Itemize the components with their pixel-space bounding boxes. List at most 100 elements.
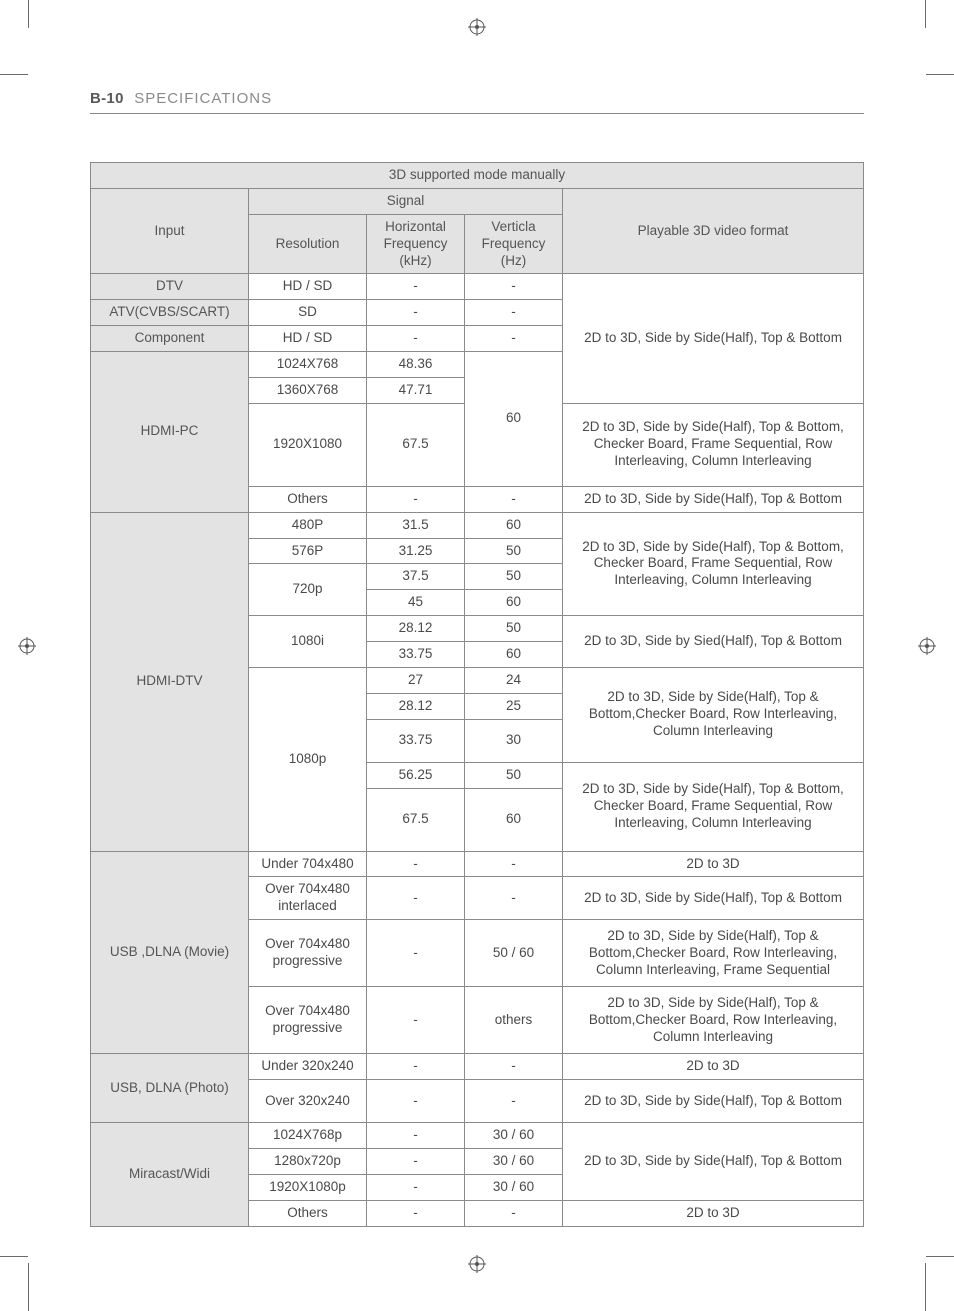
cell: - <box>367 987 465 1054</box>
cell: 56.25 <box>367 762 465 788</box>
cell: 1920X1080 <box>249 403 367 486</box>
cell: 50 <box>465 564 563 590</box>
cell: Under 320x240 <box>249 1054 367 1080</box>
cell-format: 2D to 3D, Side by Side(Half), Top & Bott… <box>563 1080 864 1123</box>
cell: 28.12 <box>367 693 465 719</box>
cell: 25 <box>465 693 563 719</box>
cell: HD / SD <box>249 326 367 352</box>
cell: 31.25 <box>367 538 465 564</box>
cell: Over 704x480 progressive <box>249 920 367 987</box>
cell: 30 <box>465 719 563 762</box>
cell: 50 <box>465 762 563 788</box>
cell: 50 <box>465 616 563 642</box>
row-hdmi-dtv: HDMI-DTV <box>91 512 249 851</box>
cell: - <box>465 486 563 512</box>
cell-format: 2D to 3D, Side by Sied(Half), Top & Bott… <box>563 616 864 668</box>
cell: 27 <box>367 667 465 693</box>
cell: 1024X768p <box>249 1123 367 1149</box>
cell: 67.5 <box>367 403 465 486</box>
cell: 48.36 <box>367 352 465 378</box>
section-title: SPECIFICATIONS <box>134 90 272 107</box>
cell: Over 704x480 interlaced <box>249 877 367 920</box>
cell: 30 / 60 <box>465 1174 563 1200</box>
cell: 1280x720p <box>249 1148 367 1174</box>
cell: Under 704x480 <box>249 851 367 877</box>
cell: Over 320x240 <box>249 1080 367 1123</box>
cell-format: 2D to 3D, Side by Side(Half), Top & Bott… <box>563 762 864 851</box>
row-usb-photo: USB, DLNA (Photo) <box>91 1054 249 1123</box>
cell: 1080p <box>249 667 367 851</box>
row-component: Component <box>91 326 249 352</box>
cell: - <box>465 300 563 326</box>
cell-format: 2D to 3D <box>563 851 864 877</box>
cell-format: 2D to 3D, Side by Side(Half), Top & Bott… <box>563 920 864 987</box>
cell-format: 2D to 3D, Side by Side(Half), Top & Bott… <box>563 877 864 920</box>
row-miracast: Miracast/Widi <box>91 1123 249 1227</box>
page-number: B-10 <box>90 90 124 107</box>
cell: - <box>367 1148 465 1174</box>
cell: Over 704x480 progressive <box>249 987 367 1054</box>
hdr-resolution: Resolution <box>249 214 367 274</box>
cell: - <box>465 1080 563 1123</box>
cell: 1360X768 <box>249 377 367 403</box>
cell: - <box>465 851 563 877</box>
hdr-signal: Signal <box>249 188 563 214</box>
cell: - <box>367 851 465 877</box>
cell: 24 <box>465 667 563 693</box>
cell: 60 <box>465 642 563 668</box>
row-dtv: DTV <box>91 274 249 300</box>
cell: 1024X768 <box>249 352 367 378</box>
cell-format: 2D to 3D, Side by Side(Half), Top & Bott… <box>563 987 864 1054</box>
cell: - <box>367 274 465 300</box>
cell-format: 2D to 3D <box>563 1200 864 1226</box>
cell: 576P <box>249 538 367 564</box>
cell: - <box>367 920 465 987</box>
cell: 37.5 <box>367 564 465 590</box>
cell-format: 2D to 3D, Side by Side(Half), Top & Bott… <box>563 486 864 512</box>
cell: - <box>367 1200 465 1226</box>
spec-table: 3D supported mode manually Input Signal … <box>90 162 864 1227</box>
page-header: B-10 SPECIFICATIONS <box>90 90 864 114</box>
cell: 30 / 60 <box>465 1123 563 1149</box>
cell: 720p <box>249 564 367 616</box>
cell: - <box>367 326 465 352</box>
table-title: 3D supported mode manually <box>91 163 864 189</box>
cell: 60 <box>465 788 563 851</box>
cell: - <box>367 300 465 326</box>
cell: - <box>465 274 563 300</box>
cell: Others <box>249 486 367 512</box>
cell-format: 2D to 3D, Side by Side(Half), Top & Bott… <box>563 403 864 486</box>
cell: 28.12 <box>367 616 465 642</box>
cell: - <box>367 877 465 920</box>
hdr-input: Input <box>91 188 249 274</box>
cell-format: 2D to 3D, Side by Side(Half), Top & Bott… <box>563 512 864 616</box>
cell: - <box>367 1123 465 1149</box>
cell: 50 / 60 <box>465 920 563 987</box>
cell: 47.71 <box>367 377 465 403</box>
cell-format: 2D to 3D, Side by Side(Half), Top & Bott… <box>563 274 864 403</box>
cell: 45 <box>367 590 465 616</box>
cell: 60 <box>465 352 563 487</box>
row-atv: ATV(CVBS/SCART) <box>91 300 249 326</box>
cell: 67.5 <box>367 788 465 851</box>
cell: - <box>367 1054 465 1080</box>
cell: 1080i <box>249 616 367 668</box>
cell: - <box>367 486 465 512</box>
cell: 480P <box>249 512 367 538</box>
row-usb-movie: USB ,DLNA (Movie) <box>91 851 249 1054</box>
cell: - <box>367 1174 465 1200</box>
hdr-hfreq: Horizontal Frequency (kHz) <box>367 214 465 274</box>
cell: 33.75 <box>367 642 465 668</box>
cell: 50 <box>465 538 563 564</box>
cell: 60 <box>465 590 563 616</box>
cell: HD / SD <box>249 274 367 300</box>
cell: 33.75 <box>367 719 465 762</box>
cell: 31.5 <box>367 512 465 538</box>
cell-format: 2D to 3D, Side by Side(Half), Top & Bott… <box>563 1123 864 1201</box>
cell: - <box>465 326 563 352</box>
cell-format: 2D to 3D, Side by Side(Half), Top & Bott… <box>563 667 864 762</box>
cell: - <box>367 1080 465 1123</box>
cell: 60 <box>465 512 563 538</box>
cell: 30 / 60 <box>465 1148 563 1174</box>
cell: - <box>465 1054 563 1080</box>
